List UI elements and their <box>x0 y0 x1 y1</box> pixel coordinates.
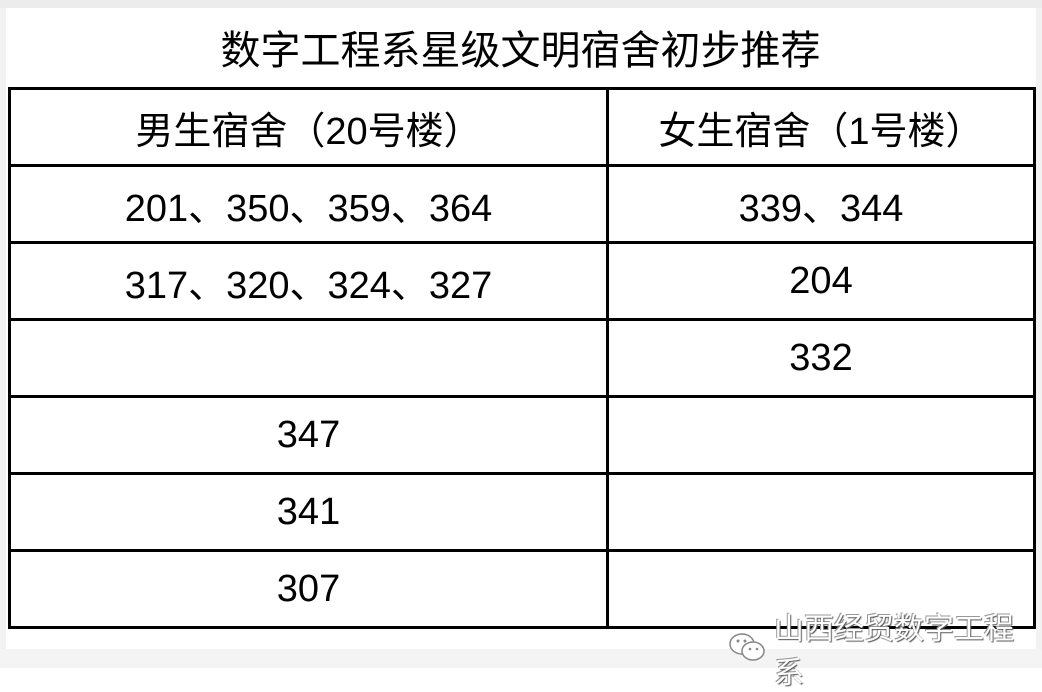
female-cell <box>606 549 1036 629</box>
table-header-row: 男生宿舍（20号楼） 女生宿舍（1号楼） <box>8 87 1036 167</box>
left-margin <box>0 8 6 668</box>
table-row: 201、350、359、364 339、344 <box>8 164 1036 244</box>
female-cell: 339、344 <box>606 164 1036 244</box>
female-cell <box>606 472 1036 552</box>
table-row: 332 <box>8 318 1036 398</box>
male-cell: 341 <box>8 472 609 552</box>
header-male-dorm: 男生宿舍（20号楼） <box>8 87 609 167</box>
bottom-margin <box>0 649 1042 668</box>
dorm-table: 男生宿舍（20号楼） 女生宿舍（1号楼） 201、350、359、364 339… <box>8 87 1036 629</box>
watermark: 山西经贸数字工程系 <box>728 604 1042 692</box>
document-title: 数字工程系星级文明宿舍初步推荐 <box>220 29 821 73</box>
female-cell: 204 <box>606 241 1036 321</box>
female-cell: 332 <box>606 318 1036 398</box>
watermark-text: 山西经贸数字工程系 <box>774 613 1014 690</box>
table-row: 347 <box>8 395 1036 475</box>
top-margin <box>0 0 1042 8</box>
male-cell: 201、350、359、364 <box>8 164 609 244</box>
table-row: 341 <box>8 472 1036 552</box>
header-female-dorm: 女生宿舍（1号楼） <box>606 87 1036 167</box>
male-cell: 317、320、324、327 <box>8 241 609 321</box>
male-cell: 307 <box>8 549 609 629</box>
right-margin <box>1036 8 1042 668</box>
male-cell: 347 <box>8 395 609 475</box>
female-cell <box>606 395 1036 475</box>
table-row: 307 <box>8 549 1036 629</box>
table-row: 317、320、324、327 204 <box>8 241 1036 321</box>
male-cell <box>8 318 609 398</box>
wechat-icon <box>728 631 768 665</box>
